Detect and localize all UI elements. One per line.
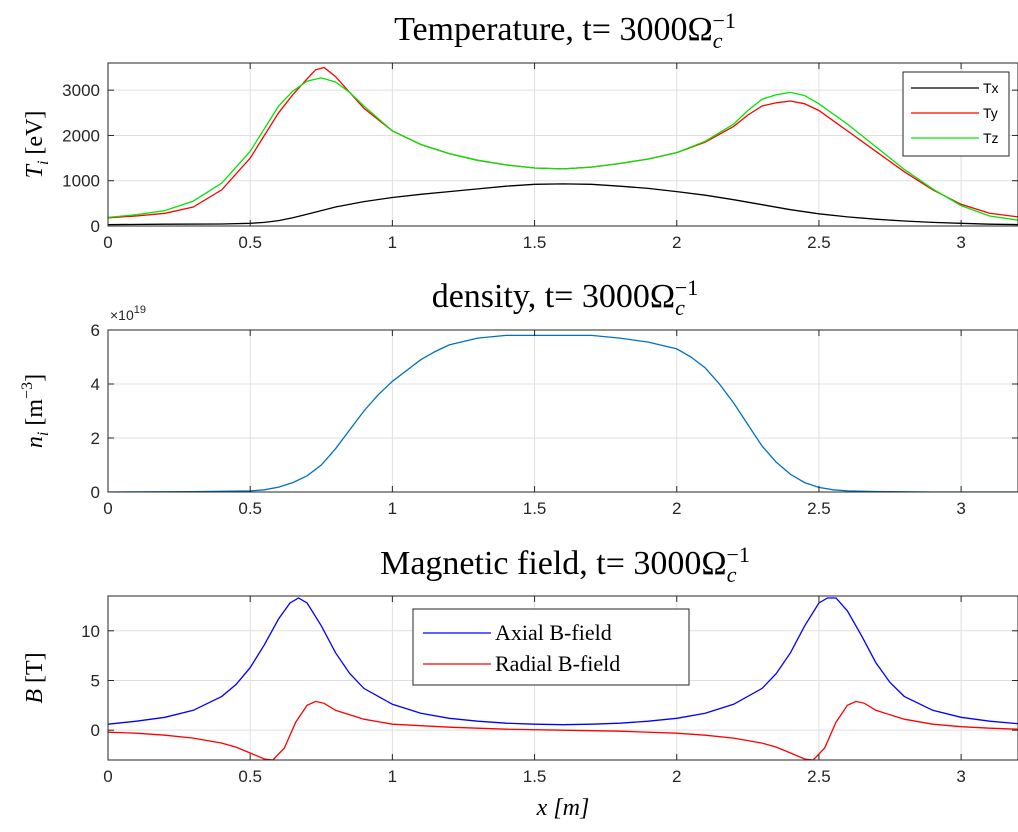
x-tick-label: 0.5 <box>238 499 262 518</box>
y-tick-label: 0 <box>91 217 100 236</box>
x-axis-label: x [m] <box>536 795 590 821</box>
y-tick-label: 4 <box>91 375 100 394</box>
y-tick-label: 3000 <box>62 81 100 100</box>
series-line-radial-b-field <box>108 700 1018 760</box>
axes-box <box>107 62 1018 227</box>
x-tick-label: 1 <box>388 767 397 786</box>
x-tick-label: 2.5 <box>807 499 831 518</box>
x-tick-label: 2 <box>672 233 681 252</box>
legend-label: Radial B-field <box>495 651 620 676</box>
x-tick-label: 0.5 <box>238 767 262 786</box>
x-tick-label: 1 <box>388 499 397 518</box>
x-tick-label: 0 <box>103 233 112 252</box>
y-tick-label: 1000 <box>62 172 100 191</box>
chart-title: Magnetic field, t= 3000Ωc−1 <box>380 542 750 587</box>
y-tick-label: 0 <box>91 483 100 502</box>
y-tick-label: 6 <box>91 321 100 340</box>
legend: Axial B-field Radial B-field <box>412 608 690 686</box>
legend-label: Tx <box>983 80 999 96</box>
chart-panel-3: 0 0.5 1 1.5 2 2.5 3 0 5 10 Magnetic field, t= 3000… <box>22 542 1018 821</box>
x-tick-label: 1.5 <box>523 233 547 252</box>
y-tick-label: 2000 <box>62 126 100 145</box>
legend-label: Tz <box>983 130 999 146</box>
series-group <box>108 66 1018 226</box>
legend-box <box>902 71 1010 157</box>
x-tick-label: 2.5 <box>807 767 831 786</box>
y-tick-label: 10 <box>81 622 100 641</box>
y-tick-label: 0 <box>91 721 100 740</box>
y-axis-label: ni [m−3] <box>19 374 52 448</box>
legend-label: Axial B-field <box>495 620 612 645</box>
legend-box <box>412 608 690 686</box>
x-tick-label: 2 <box>672 767 681 786</box>
chart-title: Temperature, t= 3000Ωc−1 <box>394 8 736 53</box>
series-group <box>108 334 1018 492</box>
x-tick-label: 2.5 <box>807 233 831 252</box>
y-exponent-label: ×1019 <box>110 304 146 323</box>
x-tick-label: 3 <box>956 767 965 786</box>
ticks: 0 0.5 1 1.5 2 2.5 3 0 1000 2000 3000 <box>62 63 1018 252</box>
series-line-tx <box>108 183 1018 226</box>
y-tick-label: 2 <box>91 429 100 448</box>
x-tick-label: 1.5 <box>523 499 547 518</box>
legend: Tx Ty Tz <box>902 71 1010 157</box>
series-line-1 <box>108 334 1018 492</box>
y-tick-label: 5 <box>91 671 100 690</box>
series-group <box>108 597 1018 760</box>
chart-title: density, t= 3000Ωc−1 <box>432 275 699 320</box>
ticks: 0 0.5 1 1.5 2 2.5 3 0 2 4 6 <box>91 321 1018 518</box>
axes-box <box>107 329 1018 493</box>
x-tick-label: 0 <box>103 499 112 518</box>
axes-box <box>107 595 1018 761</box>
x-tick-label: 3 <box>956 499 965 518</box>
x-tick-label: 2 <box>672 499 681 518</box>
plot-area <box>108 63 1018 226</box>
x-tick-label: 3 <box>956 233 965 252</box>
x-tick-label: 0.5 <box>238 233 262 252</box>
series-line-axial-b-field <box>108 597 1018 726</box>
y-axis-label: Ti [eV] <box>22 111 52 179</box>
x-tick-label: 1.5 <box>523 767 547 786</box>
chart-panel-2: 0 0.5 1 1.5 2 2.5 3 0 2 4 6 density, t= 3000Ωc−1 ni … <box>19 275 1018 518</box>
series-line-tz <box>108 77 1018 221</box>
chart-panel-1: 0 0.5 1 1.5 2 2.5 3 0 1000 2000 3000 Temperature, t… <box>22 8 1018 252</box>
ticks: 0 0.5 1 1.5 2 2.5 3 0 5 10 <box>81 596 1018 786</box>
legend-label: Ty <box>983 105 998 121</box>
y-axis-label: B [T] <box>22 652 48 703</box>
plot-area <box>108 330 1018 492</box>
x-tick-label: 0 <box>103 767 112 786</box>
x-tick-label: 1 <box>388 233 397 252</box>
